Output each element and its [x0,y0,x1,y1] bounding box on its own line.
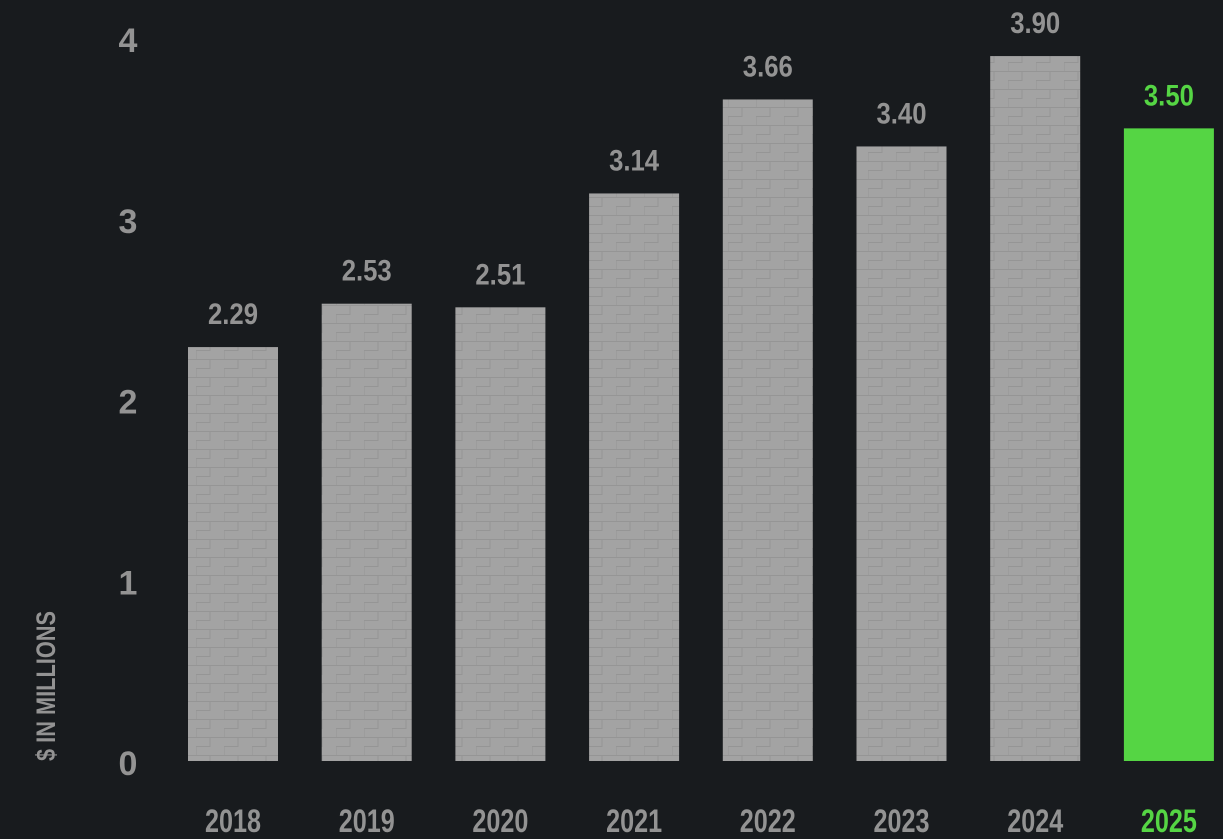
bar-value-label: 3.66 [743,50,793,83]
y-tick-label: 3 [119,203,138,241]
x-tick-label: 2025 [1141,803,1197,839]
bar [990,56,1081,761]
y-axis-title: $ IN MILLIONS [31,611,61,761]
x-tick-label: 2019 [339,803,395,839]
y-tick-label: 0 [119,745,138,783]
bar-highlight [1123,128,1214,761]
x-tick-label: 2024 [1007,803,1063,839]
x-tick-label: 2022 [740,803,796,839]
bar-value-label: 3.40 [877,97,927,130]
bar [722,99,813,761]
bar [321,303,412,761]
bar-value-label: 3.50 [1144,79,1194,112]
y-axis-ticks: 0 1 2 3 4 [119,22,138,783]
bar [856,146,947,761]
bar-value-label: 3.90 [1010,7,1060,40]
bar-value-label: 2.51 [475,258,525,291]
bar-value-label: 2.53 [342,255,392,288]
bar-value-label: 2.29 [208,298,258,331]
bar [455,307,546,761]
bar [188,347,278,761]
bar [589,193,680,761]
x-tick-label: 2021 [606,803,662,839]
x-axis-ticks: 2018 2019 2020 2021 2022 2023 2024 2025 [205,803,1197,839]
y-axis-title-group: $ IN MILLIONS [31,611,61,761]
x-tick-label: 2020 [472,803,528,839]
x-tick-label: 2023 [874,803,930,839]
bar-value-label: 3.14 [609,144,659,177]
value-labels: 2.29 2.53 2.51 3.14 3.66 3.40 3.90 3.50 [208,7,1194,331]
bars [188,56,1214,761]
x-tick-label: 2018 [205,803,261,839]
y-tick-label: 1 [119,564,138,602]
y-tick-label: 2 [119,384,138,422]
y-tick-label: 4 [119,22,138,60]
